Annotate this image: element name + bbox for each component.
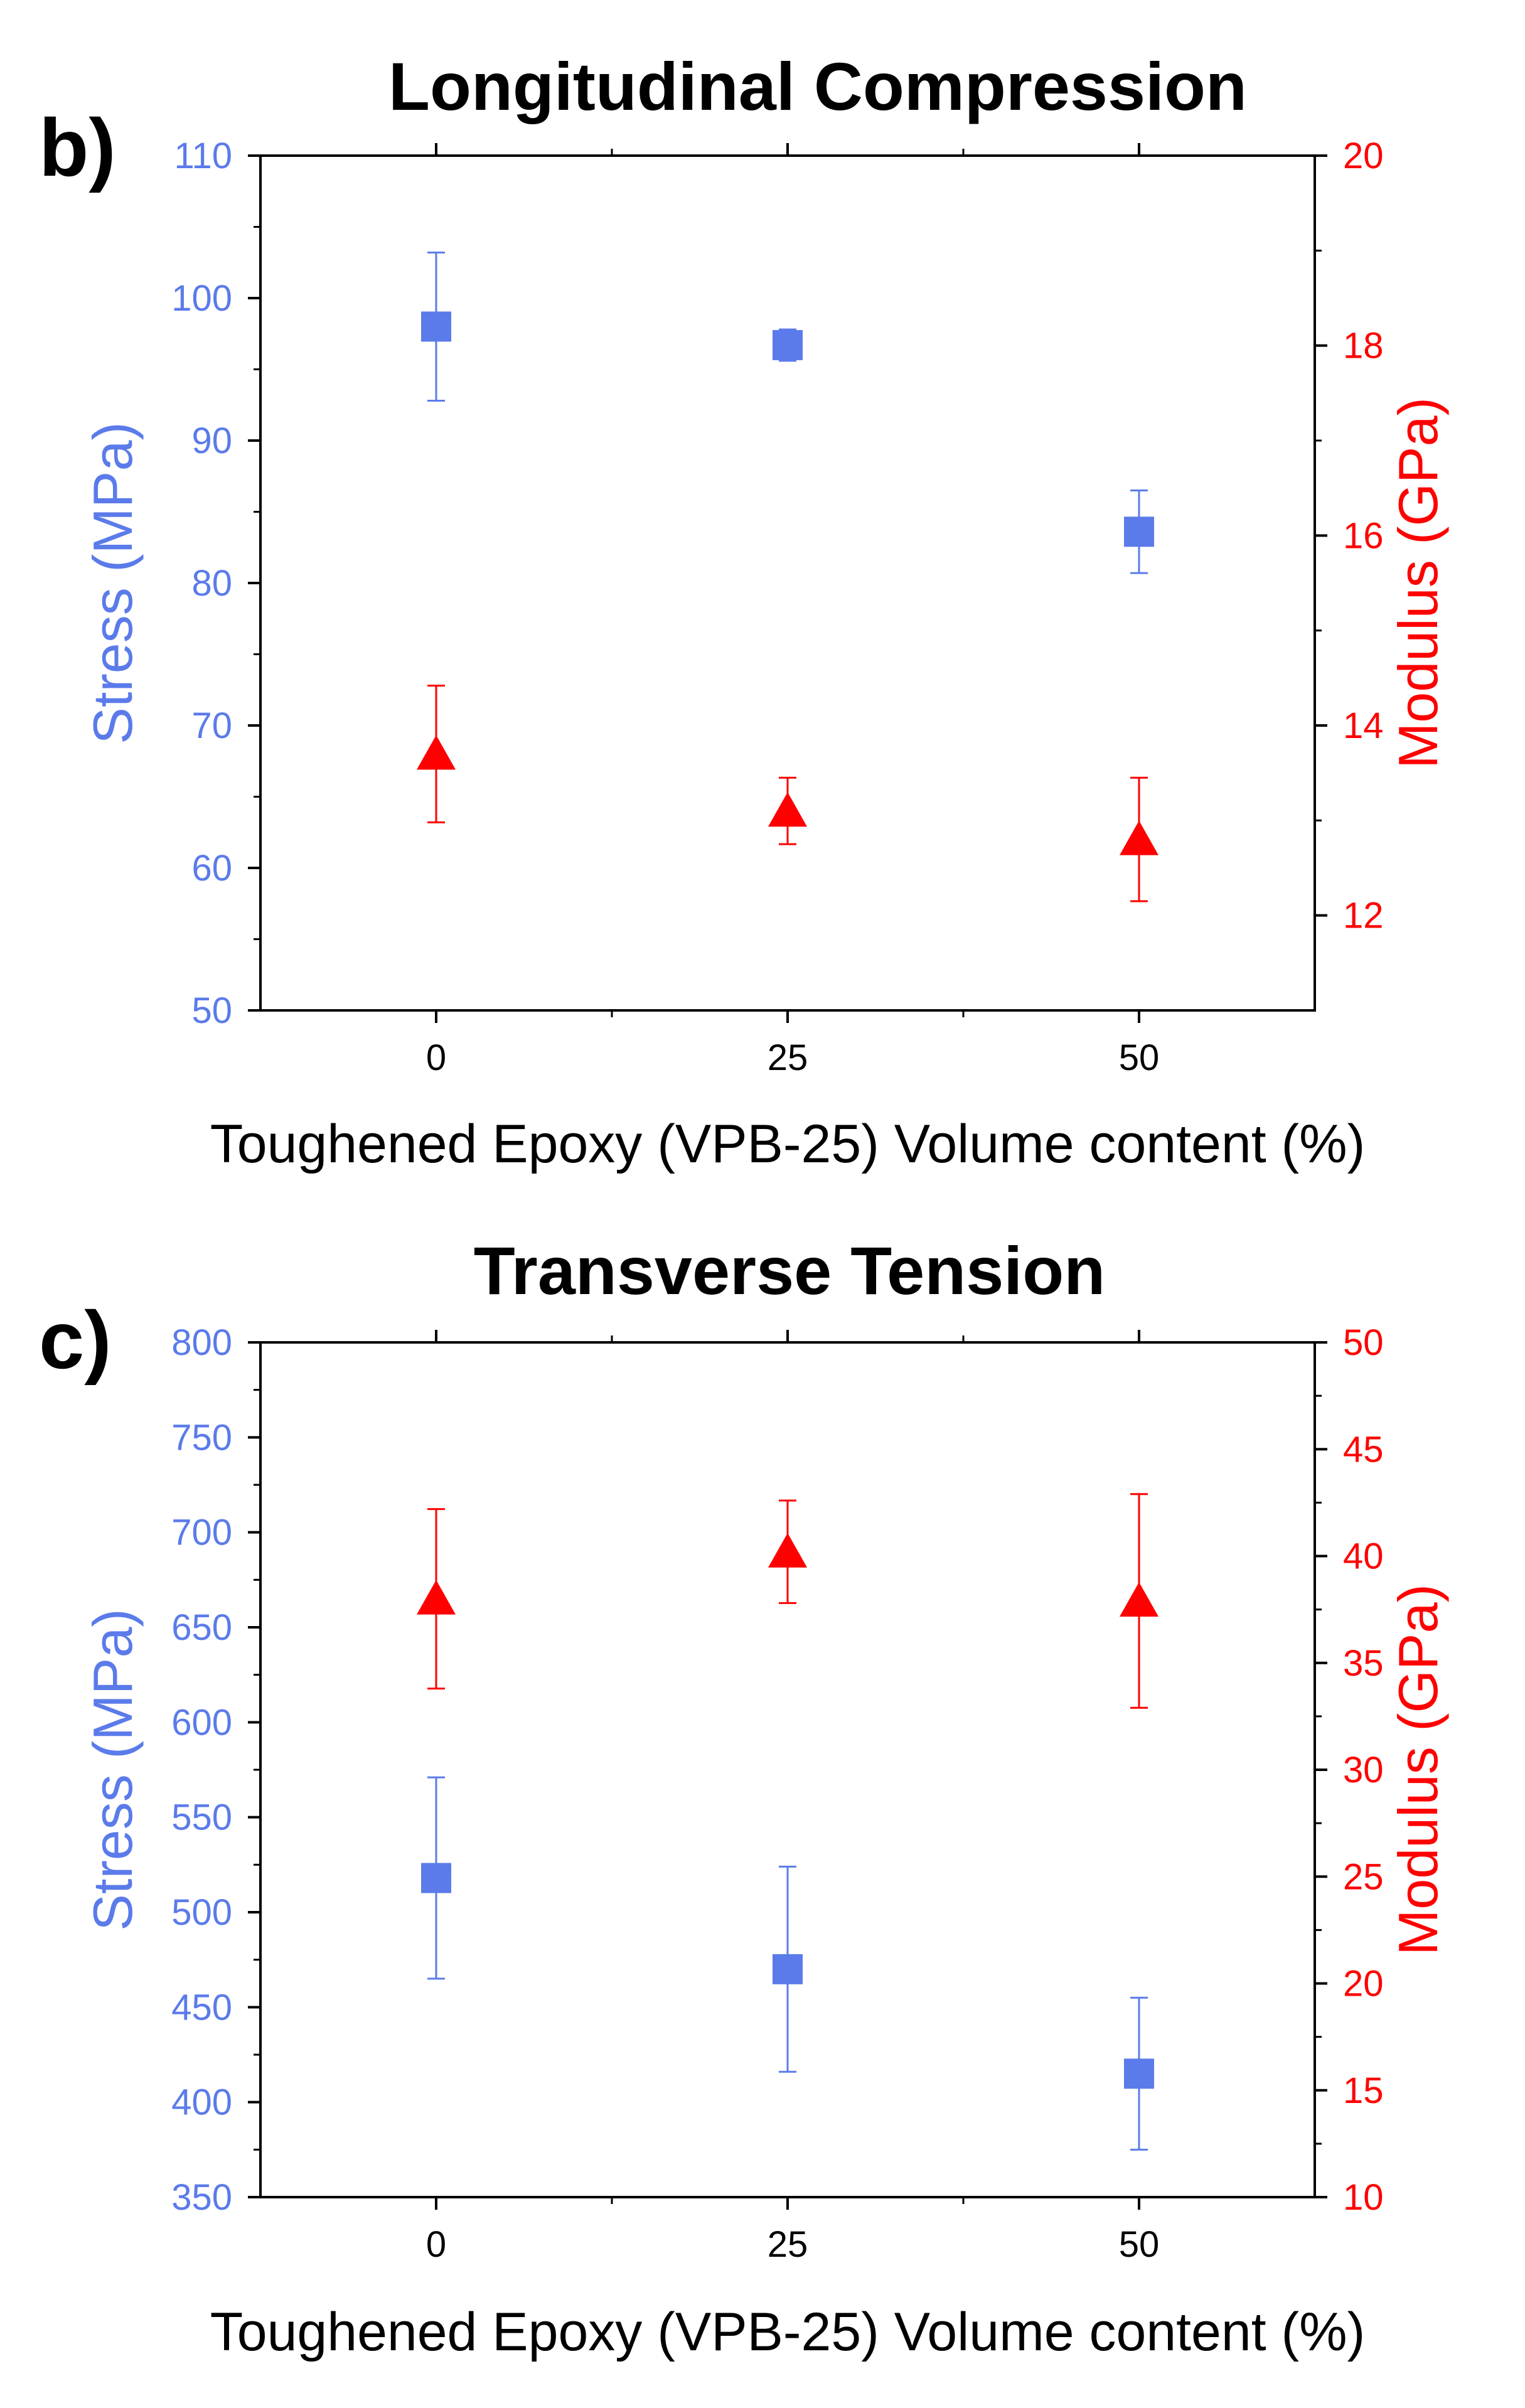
stress-point (773, 329, 803, 360)
x-tick-label: 0 (426, 2224, 446, 2265)
y-right-tick-label: 20 (1343, 136, 1384, 176)
y-left-tick-label: 500 (171, 1892, 232, 1933)
panel-label-c: c) (39, 1294, 112, 1386)
y-left-tick-label: 550 (171, 1797, 232, 1838)
stress-point (421, 311, 451, 342)
x-tick-label: 25 (768, 2224, 808, 2265)
y-right-tick-label: 10 (1343, 2177, 1384, 2218)
axes-b: 0 25 50 50 60 70 80 90 100 110 12 14 16 18 20 (171, 136, 1383, 1078)
y-left-tick-label: 750 (171, 1417, 232, 1458)
x-tick-label: 50 (1119, 2224, 1160, 2265)
modulus-point (417, 735, 456, 770)
y-axis-label-left-b: Stress (MPa) (82, 422, 144, 744)
y-left-tick-label: 50 (191, 990, 232, 1031)
y-right-tick-label: 16 (1343, 515, 1384, 556)
y-left-tick-label: 100 (171, 278, 232, 319)
modulus-point (1120, 1582, 1158, 1617)
chart-title-c: Transverse Tension (474, 1233, 1105, 1308)
modulus-point (1120, 820, 1158, 855)
y-left-tick-label: 450 (171, 1987, 232, 2028)
axes-c: 0 25 50 350 400 450 500 550 600 650 700 750 800 10 15 2… (171, 1322, 1383, 2265)
y-left-tick-label: 110 (174, 136, 232, 176)
x-tick-label: 25 (768, 1037, 808, 1078)
x-tick-label: 50 (1119, 1037, 1160, 1078)
modulus-point (768, 792, 807, 827)
x-axis-label-c: Toughened Epoxy (VPB-25) Volume content … (210, 2302, 1365, 2362)
y-right-tick-label: 45 (1343, 1429, 1384, 1470)
y-right-tick-label: 25 (1343, 1856, 1384, 1897)
y-left-tick-label: 600 (171, 1702, 232, 1743)
stress-point (773, 1954, 803, 1984)
y-left-tick-label: 700 (171, 1512, 232, 1553)
modulus-point (768, 1533, 807, 1568)
y-right-tick-label: 14 (1343, 705, 1384, 746)
y-left-tick-label: 70 (191, 705, 232, 746)
y-right-tick-label: 40 (1343, 1536, 1384, 1577)
plot-frame-b (259, 154, 1316, 1012)
y-right-tick-label: 20 (1343, 1964, 1384, 2004)
y-left-tick-label: 650 (171, 1607, 232, 1648)
modulus-point (417, 1580, 456, 1615)
y-left-tick-label: 60 (191, 848, 232, 889)
y-axis-label-right-c: Modulus (GPa) (1387, 1584, 1449, 1956)
y-left-tick-label: 400 (171, 2082, 232, 2123)
y-right-tick-label: 50 (1343, 1322, 1384, 1363)
y-right-tick-label: 15 (1343, 2070, 1384, 2111)
stress-point (1124, 2058, 1154, 2089)
y-axis-label-right-b: Modulus (GPa) (1387, 397, 1449, 769)
x-axis-label-b: Toughened Epoxy (VPB-25) Volume content … (210, 1114, 1365, 1174)
y-left-tick-label: 350 (171, 2177, 232, 2218)
panel-label-b: b) (39, 102, 116, 193)
marks-b (417, 251, 1158, 902)
y-left-tick-label: 800 (171, 1322, 232, 1363)
x-tick-label: 0 (426, 1037, 446, 1078)
y-left-tick-label: 80 (191, 563, 232, 604)
chart-title-b: Longitudinal Compression (388, 48, 1247, 124)
y-axis-label-left-c: Stress (MPa) (82, 1608, 144, 1930)
y-right-tick-label: 18 (1343, 326, 1384, 367)
stress-point (1124, 516, 1154, 547)
stress-point (421, 1863, 451, 1893)
y-right-tick-label: 12 (1343, 896, 1384, 936)
y-left-tick-label: 90 (191, 420, 232, 461)
marks-c (417, 1493, 1158, 2151)
y-right-tick-label: 30 (1343, 1750, 1384, 1790)
y-right-tick-label: 35 (1343, 1643, 1384, 1684)
